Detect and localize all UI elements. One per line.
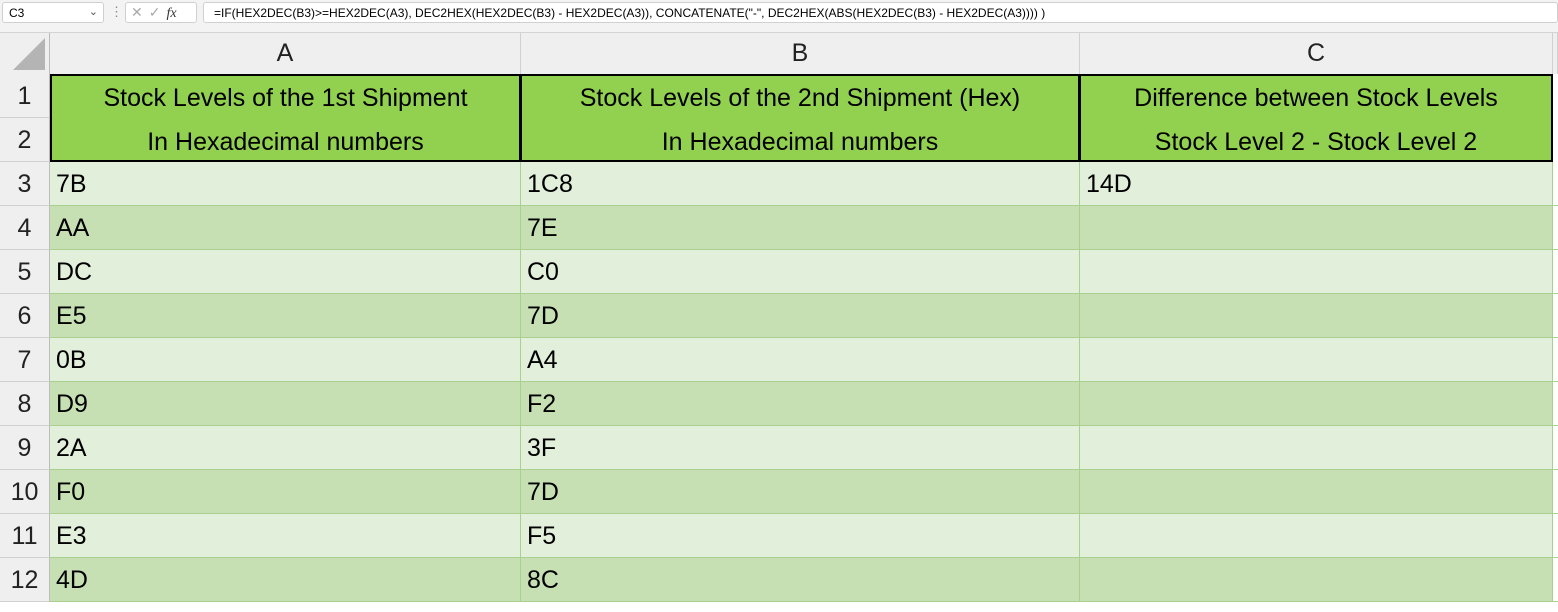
header-cell-B[interactable]: Stock Levels of the 2nd Shipment (Hex) In…	[520, 74, 1080, 162]
cell-D3[interactable]	[1553, 162, 1558, 206]
cell-C11[interactable]	[1080, 514, 1553, 558]
cell-B9[interactable]: 3F	[521, 426, 1080, 470]
cell-C10[interactable]	[1080, 470, 1553, 514]
cell-A12[interactable]: 4D	[50, 558, 521, 602]
cell-A11[interactable]: E3	[50, 514, 521, 558]
cell-D7[interactable]	[1553, 338, 1558, 382]
header-cell-A[interactable]: Stock Levels of the 1st Shipment In Hexad…	[50, 74, 521, 162]
column-header-B[interactable]: B	[521, 33, 1080, 74]
cell-B8[interactable]: F2	[521, 382, 1080, 426]
row-header[interactable]: 3	[0, 162, 50, 206]
cell-A6[interactable]: E5	[50, 294, 521, 338]
cell-B5[interactable]: C0	[521, 250, 1080, 294]
row-header[interactable]: 2	[0, 118, 50, 162]
select-all-button[interactable]	[0, 33, 50, 74]
formula-bar: C3 ⌄ ⋮ ✕✓fx =IF(HEX2DEC(B3)>=HEX2DEC(A3),…	[0, 0, 1558, 33]
row-header[interactable]: 10	[0, 470, 50, 514]
more-icon[interactable]: ⋮	[110, 4, 123, 19]
header-cell-C[interactable]: Difference between Stock Levels Stock Lev…	[1079, 74, 1553, 162]
cell-A8[interactable]: D9	[50, 382, 521, 426]
cell-A4[interactable]: AA	[50, 206, 521, 250]
cell-C7[interactable]	[1080, 338, 1553, 382]
check-icon[interactable]: ✓	[148, 4, 167, 20]
cell-D4[interactable]	[1553, 206, 1558, 250]
row-header[interactable]: 11	[0, 514, 50, 558]
cell-B6[interactable]: 7D	[521, 294, 1080, 338]
cell-C6[interactable]	[1080, 294, 1553, 338]
cell-B11[interactable]: F5	[521, 514, 1080, 558]
column-header-A[interactable]: A	[50, 33, 521, 74]
row-header[interactable]: 12	[0, 558, 50, 602]
fx-icon[interactable]: fx	[166, 6, 177, 21]
cell-C8[interactable]	[1080, 382, 1553, 426]
column-header-D[interactable]	[1553, 33, 1558, 74]
cell-D6[interactable]	[1553, 294, 1558, 338]
row-header[interactable]: 7	[0, 338, 50, 382]
cell-B7[interactable]: A4	[521, 338, 1080, 382]
row-header[interactable]: 8	[0, 382, 50, 426]
cell-B4[interactable]: 7E	[521, 206, 1080, 250]
cancel-icon[interactable]: ✕	[131, 4, 149, 20]
cell-D10[interactable]	[1553, 470, 1558, 514]
cell-D9[interactable]	[1553, 426, 1558, 470]
name-box[interactable]: C3 ⌄	[2, 2, 104, 23]
cell-D8[interactable]	[1553, 382, 1558, 426]
cell-C4[interactable]	[1080, 206, 1553, 250]
cell-C12[interactable]	[1080, 558, 1553, 602]
cell-A3[interactable]: 7B	[50, 162, 521, 206]
cell-D12[interactable]	[1553, 558, 1558, 602]
cell-C5[interactable]	[1080, 250, 1553, 294]
cell-B3[interactable]: 1C8	[521, 162, 1080, 206]
formula-input[interactable]: =IF(HEX2DEC(B3)>=HEX2DEC(A3), DEC2HEX(HE…	[203, 2, 1558, 23]
row-header[interactable]: 5	[0, 250, 50, 294]
cell-D11[interactable]	[1553, 514, 1558, 558]
row-header[interactable]: 4	[0, 206, 50, 250]
cell-B12[interactable]: 8C	[521, 558, 1080, 602]
column-header-C[interactable]: C	[1080, 33, 1553, 74]
cell-A7[interactable]: 0B	[50, 338, 521, 382]
cell-A9[interactable]: 2A	[50, 426, 521, 470]
cell-A10[interactable]: F0	[50, 470, 521, 514]
cell-A5[interactable]: DC	[50, 250, 521, 294]
cell-B10[interactable]: 7D	[521, 470, 1080, 514]
row-header[interactable]: 6	[0, 294, 50, 338]
row-header[interactable]: 1	[0, 74, 50, 118]
cell-C9[interactable]	[1080, 426, 1553, 470]
formula-controls: ✕✓fx	[125, 2, 197, 23]
cell-C3[interactable]: 14D	[1080, 162, 1553, 206]
row-header[interactable]: 9	[0, 426, 50, 470]
chevron-down-icon[interactable]: ⌄	[88, 6, 98, 18]
cell-D5[interactable]	[1553, 250, 1558, 294]
